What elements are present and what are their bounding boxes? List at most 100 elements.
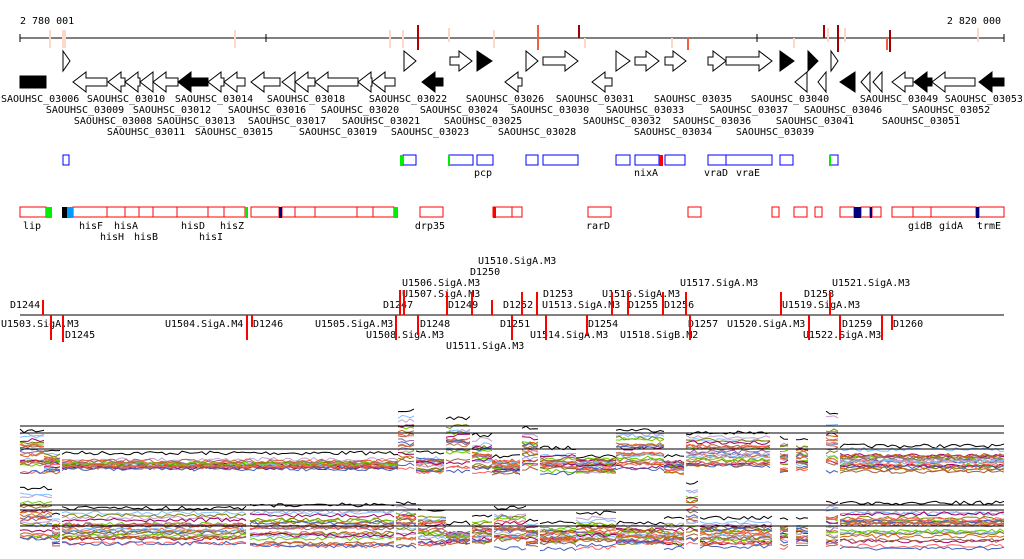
forward-feature-box[interactable] (615, 154, 631, 166)
forward-gene-arrow[interactable] (525, 49, 539, 73)
expression-trace (525, 542, 539, 546)
forward-feature-box[interactable] (707, 154, 727, 166)
reverse-feature-box[interactable] (152, 206, 178, 218)
reverse-gene-arrow[interactable] (124, 70, 141, 94)
forward-gene-arrow[interactable] (615, 50, 631, 72)
forward-gene-arrow[interactable] (807, 49, 819, 73)
reverse-feature-box[interactable] (281, 206, 296, 218)
reverse-gene-arrow[interactable] (107, 70, 126, 94)
reverse-feature-box[interactable] (687, 206, 702, 218)
reverse-feature-box[interactable] (978, 206, 1005, 218)
reverse-feature-box[interactable] (871, 206, 882, 218)
forward-feature-box[interactable] (725, 154, 773, 166)
forward-gene-arrow[interactable] (664, 49, 687, 73)
reverse-gene-arrow[interactable] (177, 70, 209, 94)
reverse-gene-arrow[interactable] (207, 70, 225, 94)
expression-trace (539, 460, 577, 466)
reverse-feature-box[interactable] (930, 206, 977, 218)
feature-marker (493, 207, 496, 218)
forward-gene-arrow[interactable] (830, 49, 839, 73)
reverse-gene-arrow[interactable] (591, 70, 613, 94)
reverse-feature-box[interactable] (891, 206, 914, 218)
forward-feature-box[interactable] (664, 154, 686, 166)
reverse-gene-arrow[interactable] (839, 71, 856, 93)
forward-gene-arrow[interactable] (725, 49, 773, 73)
forward-feature-box[interactable] (448, 154, 474, 166)
reverse-gene-arrow[interactable] (223, 70, 246, 94)
reverse-gene-arrow[interactable] (794, 70, 808, 94)
forward-gene-arrow[interactable] (707, 49, 727, 73)
reverse-feature-box[interactable] (250, 206, 280, 218)
reverse-gene-arrow[interactable] (250, 70, 281, 94)
reverse-gene-arrow[interactable] (281, 70, 296, 94)
reverse-gene-arrow[interactable] (152, 70, 179, 94)
expression-trace (795, 450, 809, 455)
reverse-feature-box[interactable] (912, 206, 932, 218)
expression-trace (471, 458, 492, 462)
reverse-feature-box[interactable] (793, 206, 808, 218)
reverse-gene-arrow[interactable] (860, 70, 871, 94)
reverse-feature-box[interactable] (138, 206, 154, 218)
reverse-feature-box[interactable] (356, 206, 374, 218)
expression-trace (575, 469, 617, 474)
reverse-feature-box[interactable] (814, 206, 823, 218)
reverse-gene-arrow[interactable] (504, 70, 523, 94)
expression-trace (615, 540, 665, 546)
forward-feature-box[interactable] (476, 154, 494, 166)
reverse-feature-box[interactable] (839, 206, 855, 218)
forward-feature-box[interactable] (542, 154, 579, 166)
reverse-feature-box[interactable] (106, 206, 126, 218)
reverse-gene-arrow[interactable] (139, 70, 154, 94)
reverse-gene-arrow[interactable] (421, 70, 444, 94)
reverse-feature-box[interactable] (587, 206, 612, 218)
forward-gene-arrow[interactable] (476, 50, 493, 72)
reverse-gene-arrow[interactable] (978, 70, 1005, 94)
forward-gene-arrow[interactable] (634, 49, 660, 73)
forward-gene-arrow[interactable] (449, 49, 473, 73)
expression-trace (445, 424, 471, 430)
expression-trace (397, 458, 415, 463)
forward-feature-box[interactable] (525, 154, 539, 166)
reverse-gene-arrow[interactable] (294, 70, 316, 94)
forward-feature-box[interactable] (402, 154, 417, 166)
reverse-feature-box[interactable] (223, 206, 246, 218)
forward-gene-arrow[interactable] (779, 50, 795, 72)
reverse-gene-arrow[interactable] (872, 70, 883, 94)
reverse-feature-box[interactable] (314, 206, 358, 218)
expression-trace (615, 437, 665, 442)
reverse-feature-box[interactable] (860, 206, 871, 218)
reverse-gene-arrow[interactable] (913, 70, 933, 94)
reverse-gene-arrow[interactable] (891, 70, 914, 94)
reverse-feature-box[interactable] (294, 206, 316, 218)
forward-gene-arrow[interactable] (403, 49, 417, 73)
expression-trace (575, 542, 617, 548)
reverse-feature-box[interactable] (419, 206, 444, 218)
forward-feature-box[interactable] (634, 154, 660, 166)
forward-feature-box[interactable] (779, 154, 794, 166)
reverse-feature-box[interactable] (19, 206, 47, 218)
expression-trace (525, 531, 539, 536)
expression-trace (397, 433, 415, 437)
reverse-gene-arrow[interactable] (817, 70, 827, 94)
expression-trace (51, 536, 61, 541)
reverse-gene-arrow[interactable] (19, 75, 47, 89)
reverse-feature-box[interactable] (207, 206, 225, 218)
expression-trace (43, 468, 61, 473)
forward-feature-box[interactable] (829, 154, 839, 166)
reverse-gene-arrow[interactable] (314, 70, 359, 94)
reverse-feature-box[interactable] (511, 206, 523, 218)
gene-label: SAOUHSC_03013 (157, 116, 235, 127)
forward-gene-arrow[interactable] (542, 49, 579, 73)
reverse-feature-box[interactable] (372, 206, 395, 218)
reverse-feature-box[interactable] (72, 206, 108, 218)
reverse-gene-arrow[interactable] (72, 70, 108, 94)
reverse-gene-arrow[interactable] (357, 70, 373, 94)
reverse-gene-arrow[interactable] (371, 70, 396, 94)
forward-feature-box[interactable] (62, 154, 70, 166)
forward-gene-arrow[interactable] (62, 49, 71, 73)
reverse-gene-arrow[interactable] (931, 70, 976, 94)
reverse-feature-box[interactable] (124, 206, 140, 218)
reverse-feature-box[interactable] (771, 206, 780, 218)
reverse-feature-box[interactable] (176, 206, 209, 218)
